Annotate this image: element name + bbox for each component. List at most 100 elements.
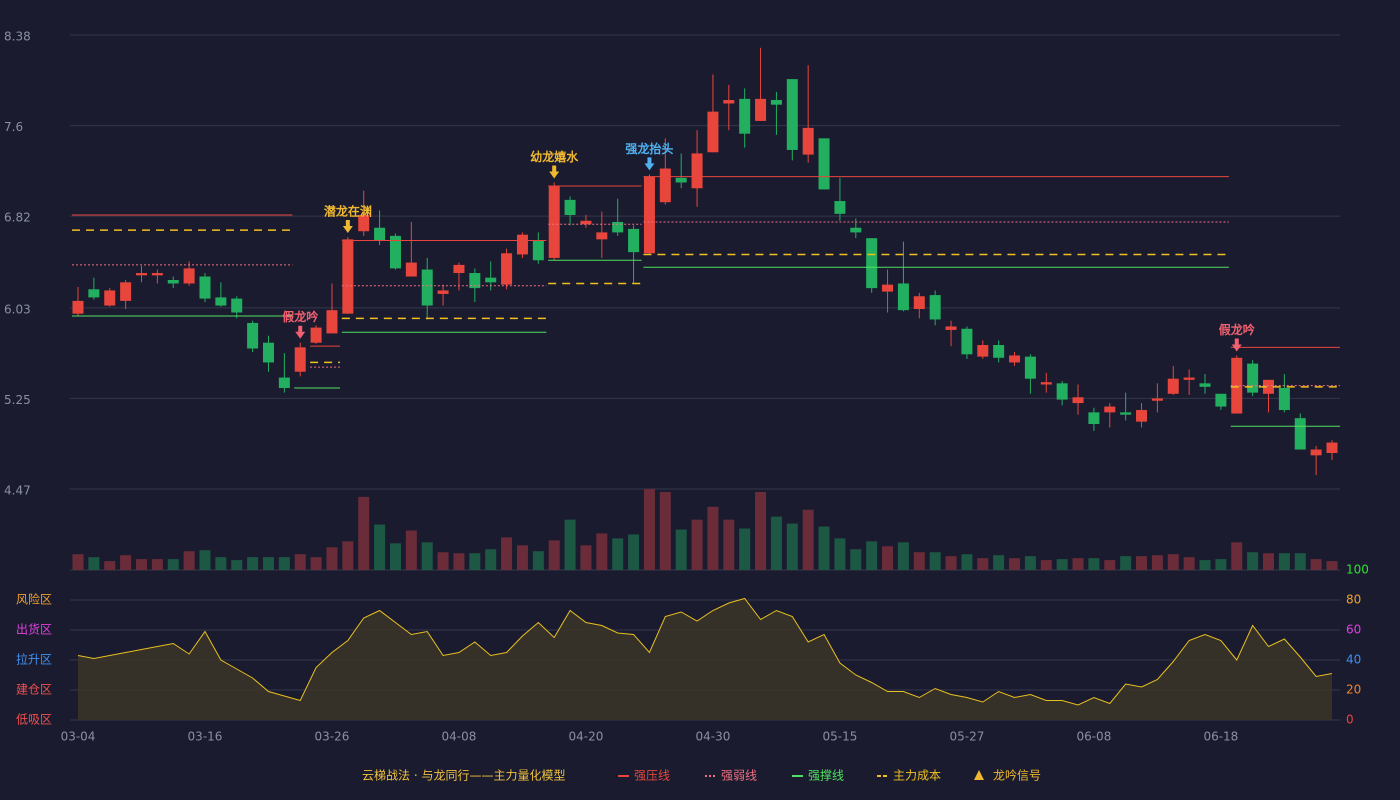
candle-body xyxy=(1199,383,1211,387)
candle-body xyxy=(1151,398,1163,401)
volume-bar xyxy=(1310,559,1322,570)
legend-label: 主力成本 xyxy=(893,769,941,783)
volume-bar xyxy=(326,547,338,570)
volume-bar xyxy=(120,555,132,570)
indicator-line xyxy=(77,597,1333,706)
candle-body xyxy=(1294,418,1306,450)
volume-bar xyxy=(1104,560,1116,570)
volume-bar xyxy=(1231,542,1243,570)
volume-bar xyxy=(389,543,401,570)
volume-bar xyxy=(405,530,417,570)
volume-bar xyxy=(167,559,179,570)
volume-bar xyxy=(739,528,751,570)
candle-body xyxy=(167,279,179,284)
volume-bar xyxy=(770,516,782,570)
volume-bar xyxy=(247,557,259,570)
candle-body xyxy=(643,176,655,254)
candle-body xyxy=(1088,412,1100,424)
volume-bar xyxy=(929,552,941,570)
candle-body xyxy=(469,273,481,289)
volume-bar xyxy=(501,537,513,570)
volume-bar xyxy=(993,555,1005,570)
signal-label: 强龙抬头 xyxy=(625,141,673,156)
candle-body xyxy=(453,264,465,274)
volume-bar xyxy=(1072,558,1084,570)
volume-bar xyxy=(1120,556,1132,570)
volume-bar xyxy=(1151,555,1163,570)
candle-body xyxy=(977,345,989,357)
volume-bar xyxy=(659,491,671,570)
candle-body xyxy=(993,345,1005,358)
candle-body xyxy=(421,269,433,306)
candle-body xyxy=(1104,406,1116,413)
candle-body xyxy=(897,283,909,311)
volume-bar xyxy=(612,538,624,570)
candle-body xyxy=(1247,363,1259,393)
candle-body xyxy=(802,127,814,155)
candle-body xyxy=(612,221,624,233)
candle-body xyxy=(1024,356,1036,379)
y-tick-label: 40 xyxy=(1346,653,1361,667)
candle-body xyxy=(564,199,576,215)
volume-bar xyxy=(1215,559,1227,570)
volume-bar xyxy=(866,541,878,570)
volume-bar xyxy=(374,524,386,570)
candle-body xyxy=(485,277,497,283)
candle-body xyxy=(548,185,560,258)
volume-bar xyxy=(516,545,528,570)
candle-body xyxy=(358,214,370,232)
candle-body xyxy=(929,295,941,320)
volume-bar xyxy=(231,560,243,570)
volume-bar xyxy=(453,553,465,570)
volume-bar xyxy=(897,542,909,570)
volume-bar xyxy=(1263,553,1275,570)
volume-bar xyxy=(1136,556,1148,570)
signal-arrow xyxy=(295,325,306,339)
candle-body xyxy=(199,276,211,299)
candle-body xyxy=(501,253,513,285)
candle-body xyxy=(866,238,878,289)
volume-bar xyxy=(1294,553,1306,570)
volume-bar xyxy=(1278,553,1290,570)
x-tick-label: 04-30 xyxy=(695,730,730,744)
signal-arrow xyxy=(1231,338,1242,352)
zone-label: 风险区 xyxy=(16,592,52,607)
volume-bar xyxy=(72,554,84,570)
volume-bar xyxy=(834,538,846,570)
candle-body xyxy=(961,328,973,355)
volume-bar xyxy=(358,496,370,570)
volume-bar xyxy=(723,519,735,570)
volume-bar xyxy=(850,549,862,570)
x-tick-label: 06-08 xyxy=(1076,730,1111,744)
candle-body xyxy=(834,201,846,214)
volume-bar xyxy=(580,545,592,570)
candle-body xyxy=(659,168,671,203)
candle-body xyxy=(691,153,703,189)
candle-body xyxy=(1326,442,1338,454)
candle-body xyxy=(755,98,767,121)
volume-bar xyxy=(1088,558,1100,570)
candle-body xyxy=(580,220,592,225)
candle-body xyxy=(1278,387,1290,411)
candle-body xyxy=(405,262,417,277)
legend-label: 龙吟信号 xyxy=(993,768,1041,783)
legend-label: 强压线 xyxy=(634,769,670,783)
candle-body xyxy=(1040,382,1052,385)
candle-body xyxy=(72,300,84,314)
x-tick-label: 04-20 xyxy=(569,730,604,744)
candle-body xyxy=(723,100,735,104)
volume-bar xyxy=(310,557,322,570)
candle-body xyxy=(389,235,401,269)
volume-bar xyxy=(755,491,767,570)
y-tick-label: 6.03 xyxy=(4,302,31,316)
y-tick-label: 0 xyxy=(1346,713,1354,727)
candle-body xyxy=(739,98,751,134)
volume-bar xyxy=(913,552,925,570)
candle-body xyxy=(1009,355,1021,363)
volume-bar xyxy=(88,557,100,570)
y-tick-label: 100 xyxy=(1346,563,1369,577)
volume-bar xyxy=(977,558,989,570)
signal-label: 潜龙在渊 xyxy=(324,204,372,219)
candle-body xyxy=(818,138,830,190)
y-tick-label: 6.82 xyxy=(4,211,31,225)
